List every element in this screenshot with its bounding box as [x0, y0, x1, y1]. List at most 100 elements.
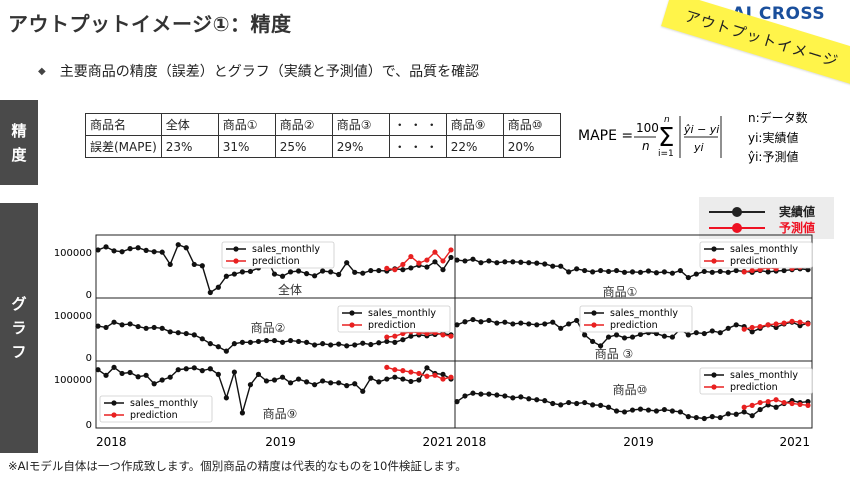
y-tick-label: 0 [86, 353, 92, 364]
actual-point [550, 400, 556, 407]
actual-point [709, 414, 715, 420]
actual-point [127, 369, 133, 376]
panel-label: 商品② [251, 320, 286, 335]
legend-marker-actual [591, 310, 597, 316]
table-cell: 20% [502, 135, 561, 158]
actual-point [526, 396, 532, 402]
actual-point [159, 325, 165, 331]
actual-point [207, 366, 213, 372]
actual-point [175, 242, 181, 248]
actual-point [344, 383, 350, 389]
actual-point [781, 267, 787, 274]
panel-label: 商品⑩ [613, 382, 648, 397]
actual-point [231, 341, 237, 347]
actual-point [590, 338, 596, 345]
actual-point [295, 268, 302, 274]
formula-coef-den: n [642, 139, 650, 153]
actual-point [199, 368, 205, 374]
table-cell: 29% [331, 135, 390, 158]
prediction-point [773, 397, 779, 403]
actual-point [424, 264, 430, 270]
prediction-point [773, 321, 779, 327]
actual-point [360, 388, 366, 394]
legend-text-actual: sales_monthly [730, 370, 798, 381]
actual-point [199, 263, 205, 269]
diamond-bullet-icon: ◆ [38, 66, 46, 77]
actual-point [478, 260, 484, 266]
prediction-point [448, 247, 454, 253]
formula-def-n: n:データ数 [748, 110, 808, 125]
actual-point [255, 338, 262, 345]
legend-text-actual: sales_monthly [252, 244, 320, 255]
mape-formula: MAPE = 100 n Σ n i=1 ŷi − yi yi n:データ数 y… [578, 110, 808, 164]
actual-point [183, 330, 189, 337]
legend-marker-actual [111, 400, 117, 406]
table-cell: 商品② [274, 113, 333, 136]
actual-point [119, 249, 125, 255]
y-tick-label: 100000 [54, 311, 92, 322]
series-legend: 実績値 予測値 [699, 197, 834, 239]
actual-point [255, 371, 262, 377]
actual-point [312, 273, 318, 279]
actual-point [167, 261, 173, 268]
prediction-point [781, 320, 787, 326]
prediction-point [797, 319, 803, 325]
legend-item-prediction: 予測値 [709, 219, 815, 236]
actual-point [454, 399, 460, 405]
actual-point [582, 399, 588, 406]
actual-point [693, 414, 699, 421]
actual-point [384, 376, 390, 382]
actual-point [215, 344, 221, 350]
actual-point [183, 245, 189, 251]
actual-point [725, 411, 731, 417]
formula-lhs: MAPE = [578, 128, 633, 144]
actual-point [223, 395, 229, 401]
actual-point [271, 337, 278, 344]
actual-point [621, 409, 628, 415]
actual-point [518, 259, 524, 265]
actual-point [709, 328, 715, 334]
actual-point [526, 260, 532, 266]
table-cell: 商品③ [331, 113, 390, 136]
actual-point [534, 322, 540, 328]
actual-point [605, 334, 612, 340]
table-cell: 22% [445, 135, 504, 158]
actual-point [392, 374, 398, 380]
formula-sum-bottom: i=1 [658, 149, 674, 159]
actual-point [518, 394, 524, 400]
actual-point [669, 334, 675, 340]
legend-marker-prediction [591, 322, 597, 328]
actual-point [566, 321, 572, 327]
prediction-point [741, 269, 747, 275]
actual-point [478, 319, 484, 325]
prediction-point [757, 323, 763, 330]
actual-point [135, 245, 141, 251]
actual-point [376, 267, 382, 274]
table-cell: 23% [160, 135, 219, 158]
actual-point [733, 322, 739, 328]
table-cell: ・・・ [388, 113, 447, 136]
panel-legend [699, 241, 813, 269]
actual-point [454, 322, 460, 328]
x-tick-label: 2018 [456, 435, 487, 449]
actual-point [167, 329, 173, 335]
actual-point [645, 407, 652, 413]
actual-point [597, 267, 604, 274]
formula-coef-num: 100 [636, 121, 659, 135]
actual-point [328, 380, 334, 386]
legend-marker-prediction [711, 258, 717, 264]
footnote: ※AIモデル自体は一つ作成致します。個別商品の精度は代表的なものを10件検証しま… [8, 459, 467, 473]
formula-frac-num: ŷi − yi [683, 123, 719, 136]
actual-point [111, 364, 117, 370]
table-cell: 25% [274, 135, 333, 158]
actual-point [613, 332, 620, 338]
actual-point [167, 374, 173, 380]
y-tick-label: 100000 [54, 248, 92, 259]
actual-point [408, 378, 414, 385]
panel-legend [337, 305, 451, 333]
actual-point [295, 338, 302, 345]
actual-point [352, 269, 358, 275]
actual-point [470, 316, 476, 323]
prediction-point [440, 332, 446, 338]
actual-point [352, 381, 358, 387]
